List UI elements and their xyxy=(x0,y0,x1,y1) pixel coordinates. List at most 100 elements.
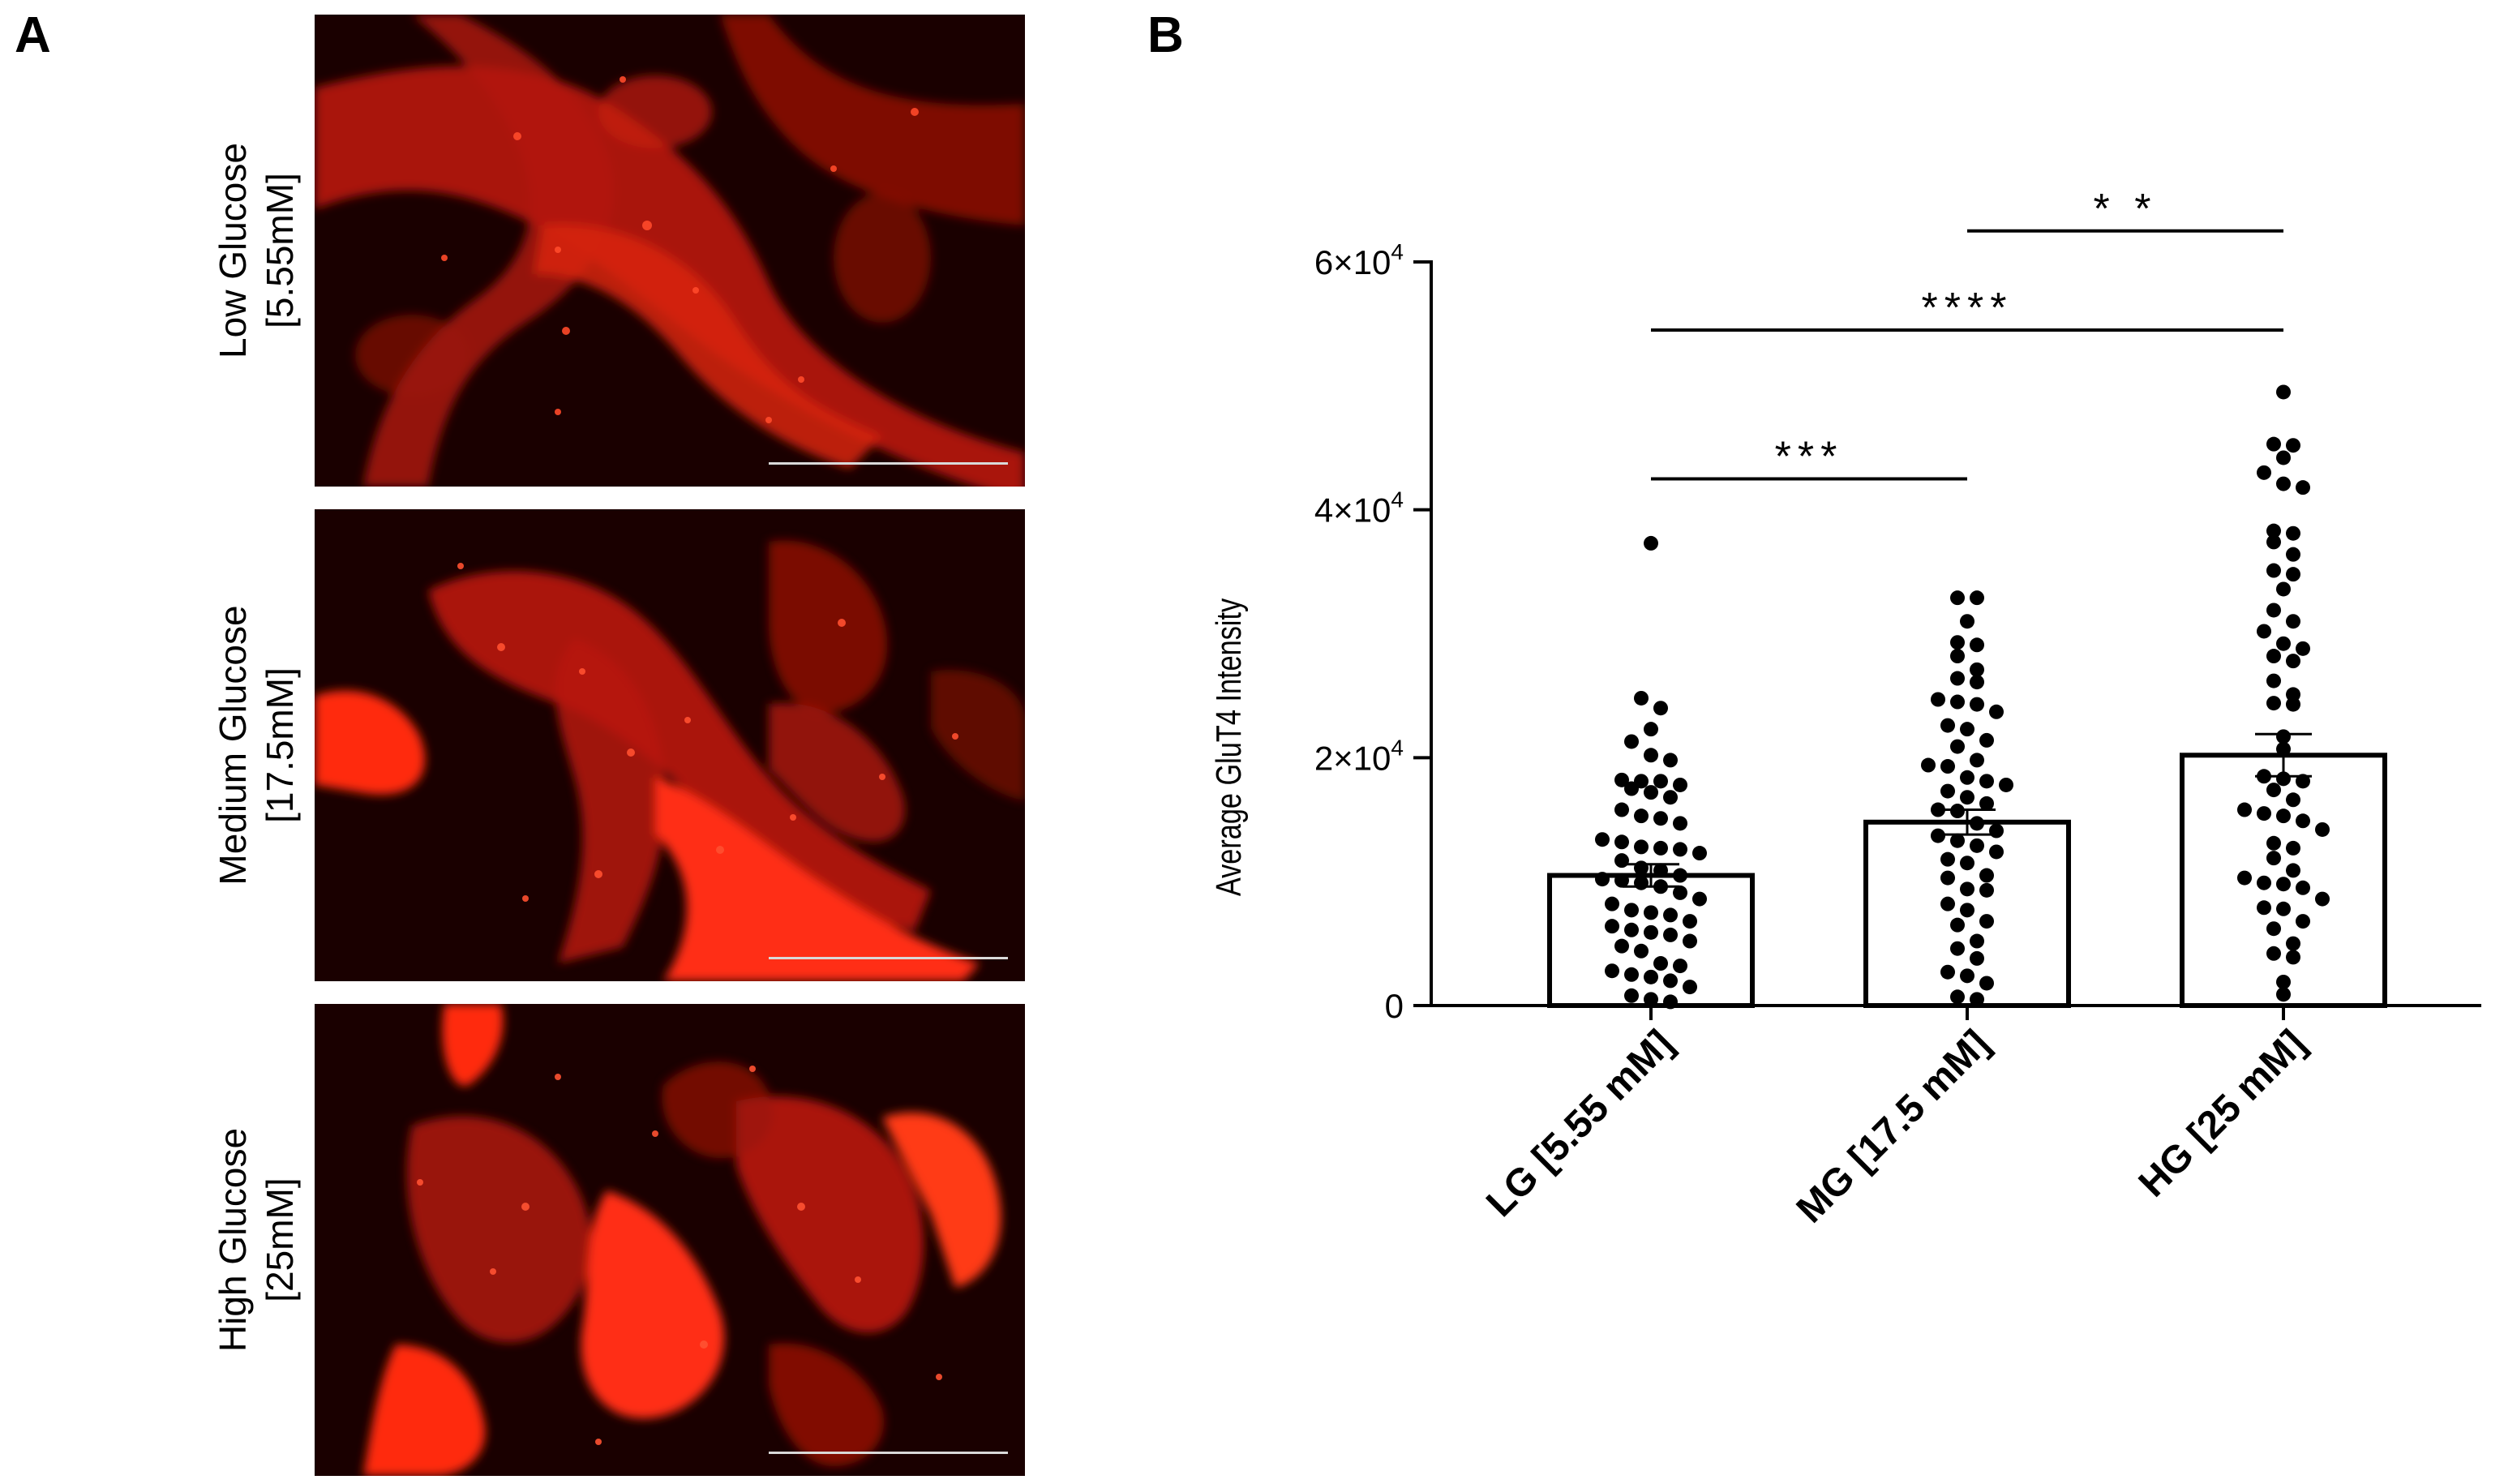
data-point xyxy=(2315,891,2330,907)
data-point xyxy=(1614,938,1629,954)
data-point xyxy=(1644,785,1658,800)
data-point xyxy=(1970,950,1984,966)
data-point xyxy=(2266,603,2281,618)
data-point xyxy=(1979,882,1994,898)
data-point xyxy=(2286,654,2300,669)
data-point xyxy=(1940,718,1955,733)
data-point xyxy=(1614,802,1629,817)
data-point xyxy=(2276,771,2291,787)
data-point xyxy=(2296,480,2310,495)
data-point xyxy=(2276,384,2291,400)
row-label-line1: Low Glucose xyxy=(212,143,254,358)
data-point xyxy=(1673,842,1687,857)
micrograph-high-glucose xyxy=(315,1004,1025,1476)
data-point xyxy=(1614,834,1629,850)
data-point xyxy=(1644,905,1658,920)
micrograph-low-image xyxy=(315,15,1025,487)
data-point xyxy=(1921,757,1936,773)
data-point xyxy=(1644,535,1658,551)
bar-0 xyxy=(1547,873,1755,1009)
data-point xyxy=(2276,729,2291,744)
data-point xyxy=(1940,964,1955,980)
data-point xyxy=(1960,881,1974,897)
data-point xyxy=(1979,732,1994,748)
data-point xyxy=(1692,846,1707,861)
data-point xyxy=(2266,696,2281,711)
data-point xyxy=(1673,885,1687,900)
data-point xyxy=(2315,821,2330,837)
significance-label: **** xyxy=(1922,285,2013,332)
micrograph-high-image xyxy=(315,1004,1025,1476)
data-point xyxy=(1624,734,1639,749)
data-point xyxy=(2286,697,2300,712)
data-point xyxy=(1970,675,1984,690)
data-point xyxy=(1970,590,1984,606)
data-point xyxy=(2266,649,2281,664)
data-point xyxy=(1634,860,1649,876)
data-point xyxy=(2266,673,2281,688)
data-point xyxy=(1960,722,1974,737)
data-point xyxy=(1999,777,2013,792)
row-label-line1: High Glucose xyxy=(212,1127,254,1353)
x-tick-label: LG [5.55 mM] xyxy=(1478,1022,1682,1225)
data-point xyxy=(1931,828,1945,843)
data-point xyxy=(2296,880,2310,895)
data-point xyxy=(2257,769,2271,784)
data-point xyxy=(1624,903,1639,918)
data-point xyxy=(1979,774,1994,789)
data-point xyxy=(2276,450,2291,465)
data-point xyxy=(1950,833,1965,848)
data-point xyxy=(1624,781,1639,796)
data-point xyxy=(2276,476,2291,491)
data-point xyxy=(2296,641,2310,656)
data-point xyxy=(1960,770,1974,785)
data-point xyxy=(1989,844,2004,860)
data-point xyxy=(1614,772,1629,787)
data-point xyxy=(2266,563,2281,578)
data-point xyxy=(1624,922,1639,937)
data-point xyxy=(1979,976,1994,991)
data-point xyxy=(1663,927,1678,942)
data-point xyxy=(1931,802,1945,817)
data-point xyxy=(2257,900,2271,916)
data-points xyxy=(1595,384,2330,1010)
y-axis-label: Average GluT4 Intensity xyxy=(1209,598,1249,897)
data-point xyxy=(1940,851,1955,867)
glut4-bar-chart: 0 2×104 4×104 6×104 Average GluT4 Intensity … xyxy=(1151,162,2504,1346)
data-point xyxy=(2276,901,2291,916)
data-point xyxy=(2257,875,2271,890)
data-point xyxy=(1624,988,1639,1003)
data-point xyxy=(2266,783,2281,798)
data-point xyxy=(1940,870,1955,886)
data-point xyxy=(1970,933,1984,949)
data-point xyxy=(1950,635,1965,650)
data-point xyxy=(2276,808,2291,824)
data-point xyxy=(1683,933,1697,949)
data-point xyxy=(1960,614,1974,629)
data-point xyxy=(1970,992,1984,1007)
data-point xyxy=(2286,840,2300,856)
data-point xyxy=(1989,704,2004,719)
data-point xyxy=(2286,950,2300,965)
micrograph-medium-image xyxy=(315,509,1025,981)
data-point xyxy=(1989,823,2004,839)
data-point xyxy=(1634,943,1649,959)
y-tick-label: 6×104 xyxy=(1314,239,1404,281)
row-label-line2: [25mM] xyxy=(259,1177,301,1302)
data-point xyxy=(2286,567,2300,582)
data-point xyxy=(1683,914,1697,929)
data-point xyxy=(1605,963,1619,979)
data-point xyxy=(1950,941,1965,956)
data-point xyxy=(1634,808,1649,824)
data-point xyxy=(1683,980,1697,995)
y-tick-label: 4×104 xyxy=(1314,487,1404,530)
panel-b-letter: B xyxy=(1147,7,1184,63)
data-point xyxy=(1950,671,1965,686)
scale-bar xyxy=(769,462,1008,465)
data-point xyxy=(1970,662,1984,677)
data-point xyxy=(2266,534,2281,550)
data-point xyxy=(2266,523,2281,538)
significance-label: * * xyxy=(2094,186,2158,233)
data-point xyxy=(1950,739,1965,754)
data-point xyxy=(1979,914,1994,929)
